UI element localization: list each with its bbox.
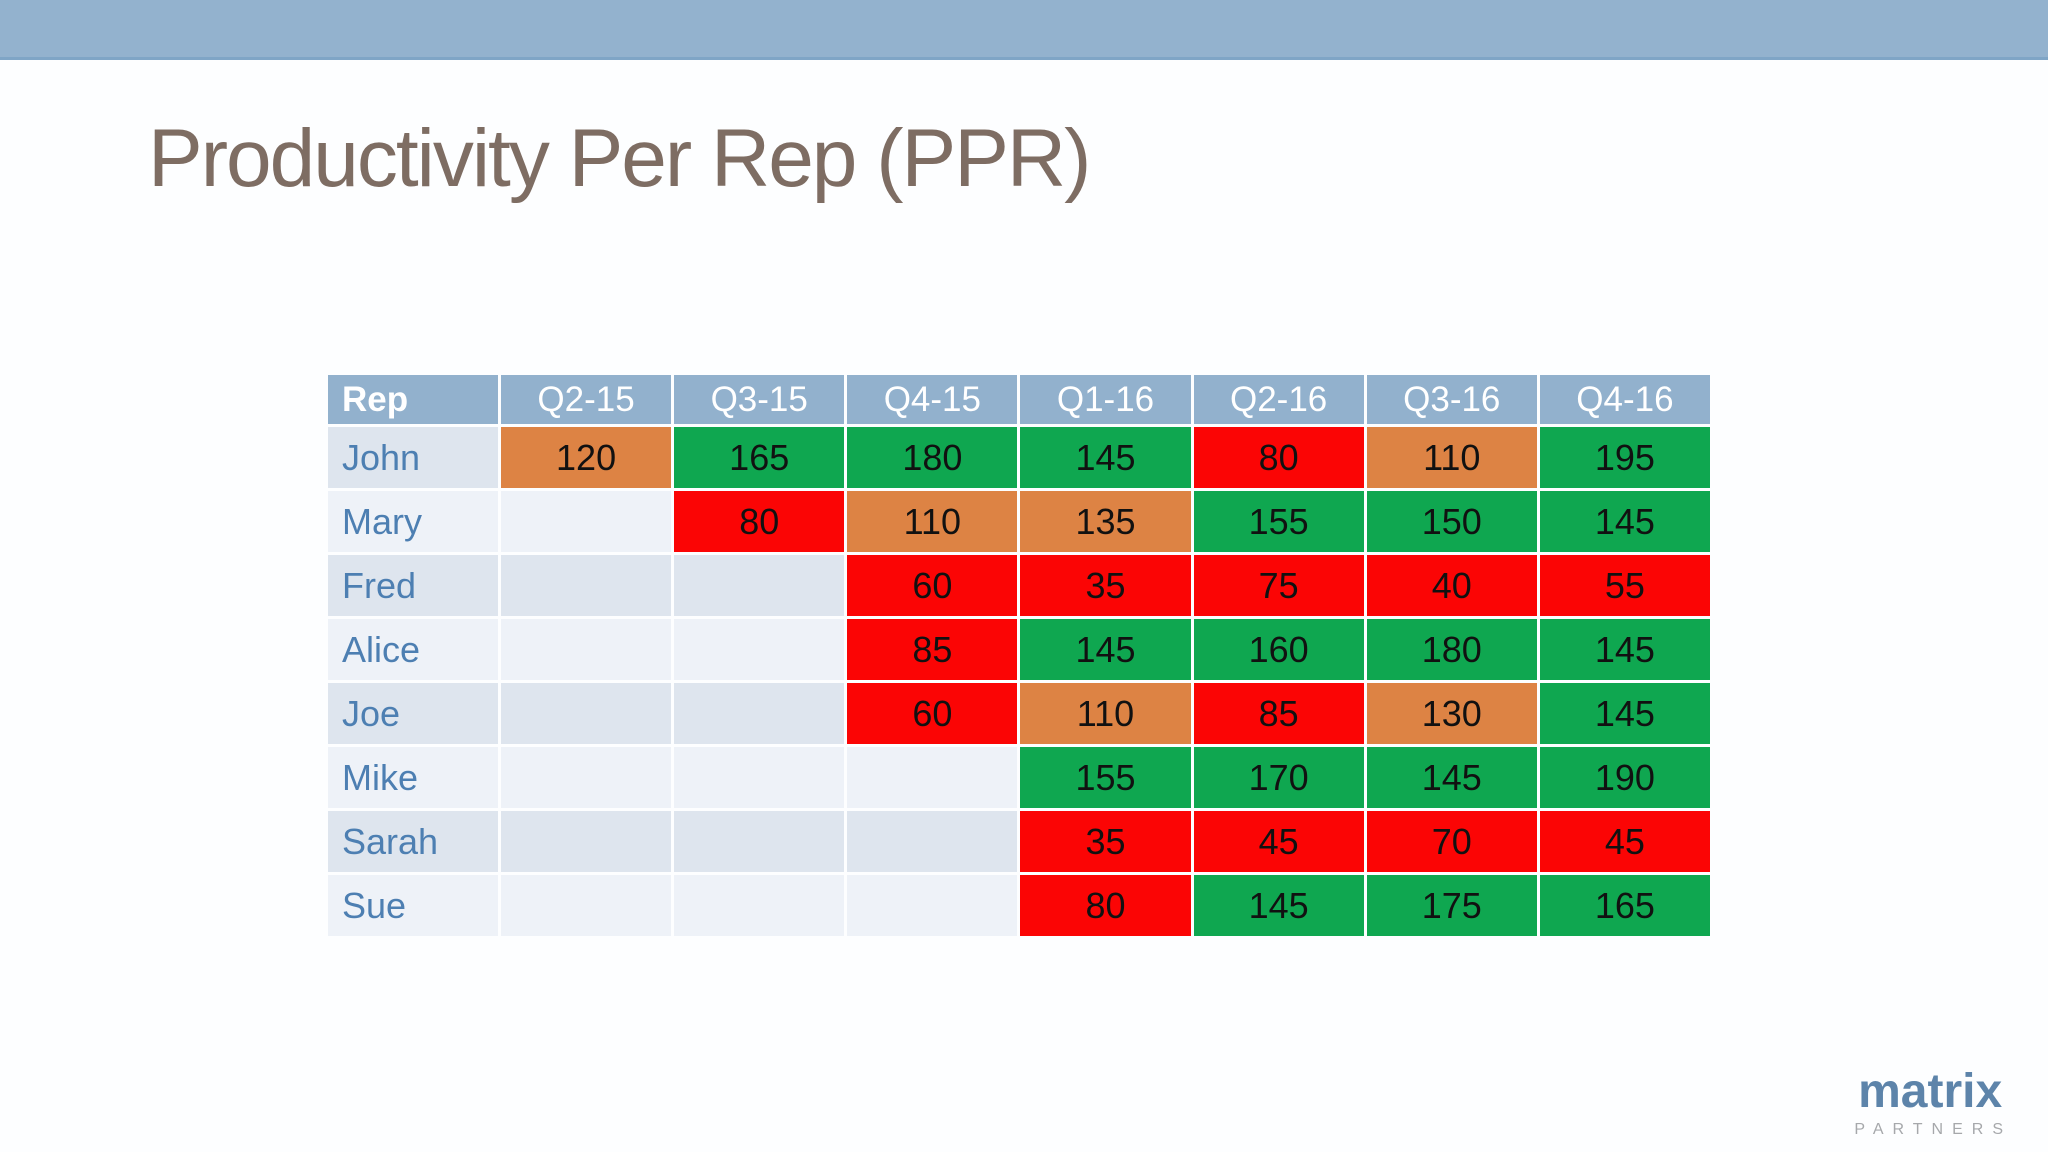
value-cell: 70 [1366, 811, 1537, 872]
rep-name-cell: Joe [328, 683, 498, 744]
blank-cell [674, 747, 845, 808]
value-cell: 145 [1193, 875, 1364, 936]
quarter-column-header: Q3-15 [674, 375, 845, 424]
value-cell: 160 [1193, 619, 1364, 680]
table-row: Mike 155 170 145 190 [328, 747, 1710, 808]
value-cell: 155 [1020, 747, 1191, 808]
quarter-column-header: Q1-16 [1020, 375, 1191, 424]
blank-cell [501, 619, 672, 680]
value-cell: 85 [847, 619, 1018, 680]
value-cell: 80 [674, 491, 845, 552]
blank-cell [501, 683, 672, 744]
blank-cell [674, 619, 845, 680]
rep-name-cell: Sarah [328, 811, 498, 872]
value-cell: 150 [1366, 491, 1537, 552]
page-title: Productivity Per Rep (PPR) [148, 113, 1091, 204]
value-cell: 75 [1193, 555, 1364, 616]
blank-cell [501, 811, 672, 872]
matrix-partners-logo: matrix PARTNERS [1848, 1068, 2012, 1138]
table-row: Sue 80 145 175 165 [328, 875, 1710, 936]
rep-name-cell: Sue [328, 875, 498, 936]
logo-wordmark: matrix [1858, 1065, 2003, 1118]
quarter-column-header: Q2-16 [1193, 375, 1364, 424]
value-cell: 180 [1366, 619, 1537, 680]
value-cell: 175 [1366, 875, 1537, 936]
top-accent-bar [0, 0, 2048, 60]
table-header-row: Rep Q2-15 Q3-15 Q4-15 Q1-16 Q2-16 Q3-16 Q4-16 [328, 375, 1710, 424]
value-cell: 85 [1193, 683, 1364, 744]
rep-name-cell: Mike [328, 747, 498, 808]
quarter-column-header: Q3-16 [1366, 375, 1537, 424]
blank-cell [674, 683, 845, 744]
blank-cell [674, 875, 845, 936]
value-cell: 145 [1539, 619, 1710, 680]
quarter-column-header: Q4-15 [847, 375, 1018, 424]
quarter-column-header: Q4-16 [1539, 375, 1710, 424]
value-cell: 145 [1539, 683, 1710, 744]
value-cell: 35 [1020, 811, 1191, 872]
value-cell: 135 [1020, 491, 1191, 552]
value-cell: 165 [1539, 875, 1710, 936]
value-cell: 60 [847, 555, 1018, 616]
table-row: Alice 85 145 160 180 145 [328, 619, 1710, 680]
value-cell: 110 [1366, 427, 1537, 488]
value-cell: 145 [1366, 747, 1537, 808]
value-cell: 180 [847, 427, 1018, 488]
value-cell: 170 [1193, 747, 1364, 808]
value-cell: 110 [847, 491, 1018, 552]
value-cell: 190 [1539, 747, 1710, 808]
rep-name-cell: Alice [328, 619, 498, 680]
table-row: Sarah 35 45 70 45 [328, 811, 1710, 872]
value-cell: 195 [1539, 427, 1710, 488]
quarter-column-header: Q2-15 [501, 375, 672, 424]
rep-name-cell: John [328, 427, 498, 488]
value-cell: 40 [1366, 555, 1537, 616]
table-row: John 120 165 180 145 80 110 195 [328, 427, 1710, 488]
table-row: Mary 80 110 135 155 150 145 [328, 491, 1710, 552]
value-cell: 145 [1020, 427, 1191, 488]
value-cell: 155 [1193, 491, 1364, 552]
value-cell: 145 [1020, 619, 1191, 680]
value-cell: 120 [501, 427, 672, 488]
blank-cell [674, 555, 845, 616]
blank-cell [501, 747, 672, 808]
logo-subtitle: PARTNERS [1854, 1121, 2012, 1138]
value-cell: 45 [1193, 811, 1364, 872]
value-cell: 60 [847, 683, 1018, 744]
table-row: Joe 60 110 85 130 145 [328, 683, 1710, 744]
ppr-heatmap-table: Rep Q2-15 Q3-15 Q4-15 Q1-16 Q2-16 Q3-16 Q4-16 J… [325, 372, 1713, 939]
blank-cell [674, 811, 845, 872]
value-cell: 165 [674, 427, 845, 488]
value-cell: 80 [1193, 427, 1364, 488]
rep-name-cell: Mary [328, 491, 498, 552]
value-cell: 55 [1539, 555, 1710, 616]
value-cell: 110 [1020, 683, 1191, 744]
rep-name-cell: Fred [328, 555, 498, 616]
blank-cell [501, 491, 672, 552]
value-cell: 45 [1539, 811, 1710, 872]
value-cell: 130 [1366, 683, 1537, 744]
rep-column-header: Rep [328, 375, 498, 424]
value-cell: 145 [1539, 491, 1710, 552]
blank-cell [847, 747, 1018, 808]
table-row: Fred 60 35 75 40 55 [328, 555, 1710, 616]
value-cell: 35 [1020, 555, 1191, 616]
value-cell: 80 [1020, 875, 1191, 936]
blank-cell [501, 875, 672, 936]
blank-cell [847, 875, 1018, 936]
blank-cell [501, 555, 672, 616]
blank-cell [847, 811, 1018, 872]
